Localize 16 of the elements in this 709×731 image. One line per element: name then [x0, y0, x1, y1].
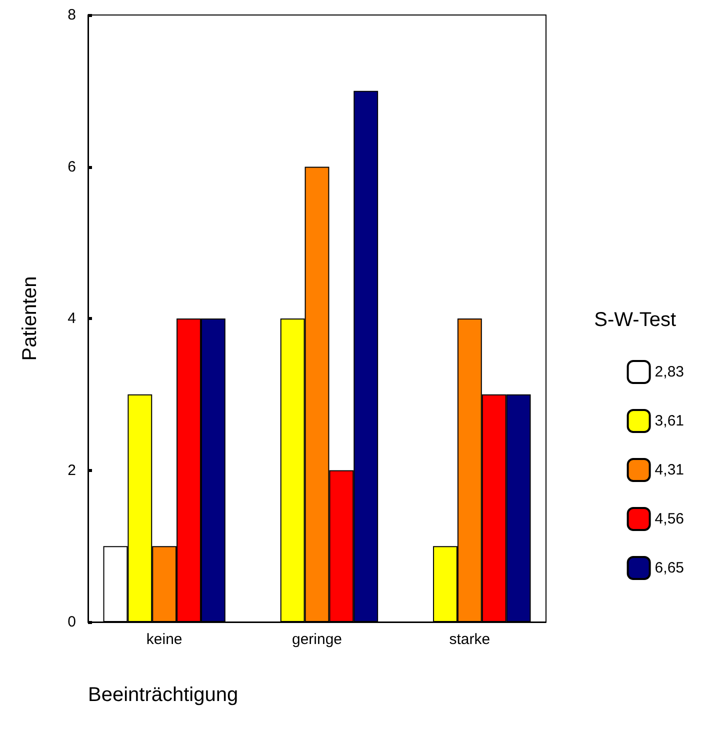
y-axis-title: Patienten	[19, 276, 41, 361]
legend-label: 2,83	[654, 364, 684, 380]
x-axis-title: Beeinträchtigung	[88, 684, 238, 706]
y-tick-label: 2	[68, 462, 76, 479]
y-tick-label: 4	[68, 310, 76, 327]
legend-label: 4,56	[654, 510, 684, 528]
x-tick-label: geringe	[292, 631, 342, 648]
x-tick-label: starke	[449, 631, 490, 648]
y-tick-label: 6	[68, 158, 76, 176]
x-tick-label: keine	[146, 631, 182, 648]
y-tick-label: 0	[68, 614, 76, 630]
legend-label: 6,65	[654, 560, 684, 576]
legend-label: 3,61	[654, 412, 684, 430]
legend-title: S-W-Test	[594, 309, 676, 331]
y-tick-label: 8	[68, 6, 76, 24]
legend-label: 4,31	[654, 462, 684, 478]
